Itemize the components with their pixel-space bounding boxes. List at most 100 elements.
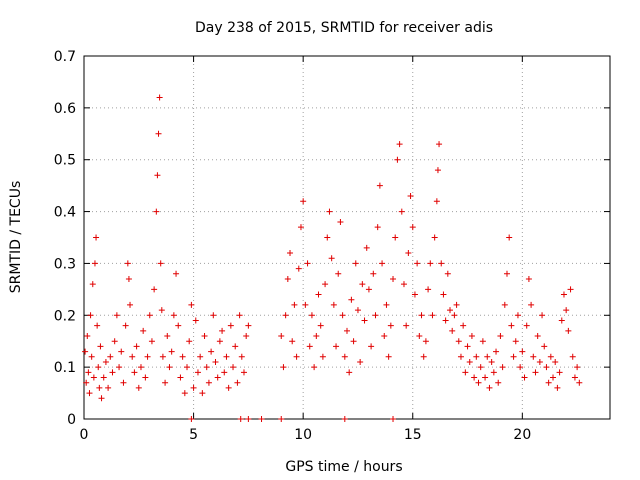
data-point [120, 379, 127, 386]
data-point [107, 353, 114, 360]
data-point [84, 333, 91, 340]
data-point [125, 275, 132, 282]
data-point [447, 307, 454, 314]
data-point [534, 333, 541, 340]
data-point [486, 384, 493, 391]
data-point [523, 322, 530, 329]
data-point [168, 348, 175, 355]
data-point [405, 250, 412, 257]
data-point [306, 343, 313, 350]
data-point [427, 260, 434, 267]
data-point [237, 416, 244, 422]
data-point [188, 301, 195, 308]
data-point [214, 374, 221, 381]
y-tick-label: 0.5 [54, 153, 76, 169]
data-point [179, 353, 186, 360]
data-point [135, 384, 142, 391]
data-point [322, 281, 329, 288]
data-point [201, 333, 208, 340]
data-point [361, 317, 368, 324]
data-point [475, 379, 482, 386]
x-tick-label: 0 [80, 427, 89, 443]
data-point [319, 353, 326, 360]
data-point [471, 374, 478, 381]
data-point [539, 312, 546, 319]
data-points [82, 94, 583, 422]
data-point [420, 353, 427, 360]
data-point [398, 208, 405, 215]
data-point [414, 260, 421, 267]
data-point [350, 338, 357, 345]
data-point [337, 218, 344, 225]
data-point [372, 312, 379, 319]
data-point [532, 369, 539, 376]
data-point [144, 353, 151, 360]
data-point [315, 291, 322, 298]
x-tick-label: 20 [513, 427, 531, 443]
grid-layer [84, 56, 610, 419]
data-point [102, 358, 109, 365]
data-point [278, 416, 285, 422]
data-point [140, 327, 147, 334]
data-point [543, 364, 550, 371]
data-point [576, 379, 583, 386]
data-point [302, 301, 309, 308]
data-point [335, 270, 342, 277]
data-point [444, 270, 451, 277]
data-point [411, 291, 418, 298]
data-point [159, 353, 166, 360]
data-point [359, 281, 366, 288]
data-point [188, 416, 195, 422]
data-point [96, 384, 103, 391]
data-point [170, 312, 177, 319]
data-point [95, 364, 102, 371]
data-point [199, 390, 206, 397]
data-point [212, 358, 219, 365]
data-point [287, 250, 294, 257]
data-point [563, 307, 570, 314]
data-point [109, 369, 116, 376]
data-point [525, 275, 532, 282]
data-point [131, 369, 138, 376]
data-point [118, 348, 125, 355]
data-point [88, 353, 95, 360]
data-point [166, 364, 173, 371]
data-point [431, 234, 438, 241]
data-point [442, 317, 449, 324]
data-point [400, 281, 407, 288]
data-point [297, 224, 304, 231]
data-point [422, 338, 429, 345]
data-point [94, 322, 101, 329]
data-point [484, 353, 491, 360]
data-point [83, 379, 90, 386]
data-point [238, 353, 245, 360]
data-point [517, 364, 524, 371]
data-point [554, 384, 561, 391]
data-point [98, 395, 105, 402]
data-point [148, 338, 155, 345]
data-point [245, 416, 252, 422]
data-point [571, 374, 578, 381]
data-point [240, 369, 247, 376]
data-point [164, 333, 171, 340]
y-tick-label: 0.6 [54, 101, 76, 117]
data-point [387, 322, 394, 329]
data-point [514, 312, 521, 319]
data-point [392, 234, 399, 241]
data-point [394, 156, 401, 163]
data-point [295, 265, 302, 272]
data-point [550, 374, 557, 381]
data-point [304, 260, 311, 267]
data-point [506, 234, 513, 241]
data-point [328, 255, 335, 262]
data-point [396, 141, 403, 148]
data-point [230, 364, 237, 371]
x-tick-label: 15 [404, 427, 422, 443]
data-point [477, 364, 484, 371]
data-point [363, 244, 370, 251]
data-point [142, 374, 149, 381]
data-point [510, 353, 517, 360]
data-point [341, 416, 348, 422]
data-point [97, 343, 104, 350]
data-point [289, 338, 296, 345]
